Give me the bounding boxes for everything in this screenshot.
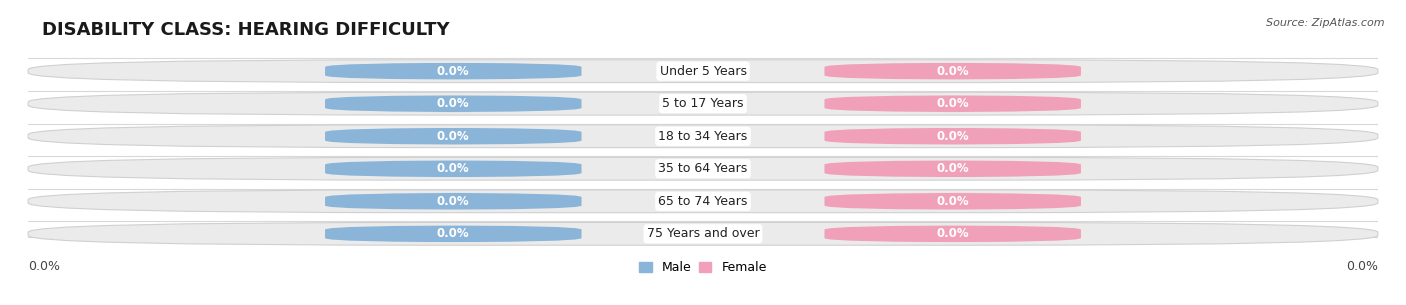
Legend: Male, Female: Male, Female (634, 256, 772, 279)
Text: 0.0%: 0.0% (437, 195, 470, 208)
Text: 0.0%: 0.0% (936, 162, 969, 175)
FancyBboxPatch shape (824, 128, 1081, 145)
Text: Under 5 Years: Under 5 Years (659, 65, 747, 78)
Text: 0.0%: 0.0% (437, 227, 470, 240)
FancyBboxPatch shape (28, 125, 1378, 148)
Text: 0.0%: 0.0% (437, 97, 470, 110)
FancyBboxPatch shape (28, 222, 1378, 245)
FancyBboxPatch shape (824, 225, 1081, 242)
Text: 0.0%: 0.0% (936, 195, 969, 208)
FancyBboxPatch shape (28, 92, 1378, 115)
Text: 65 to 74 Years: 65 to 74 Years (658, 195, 748, 208)
Text: 0.0%: 0.0% (28, 260, 60, 273)
Text: 0.0%: 0.0% (936, 227, 969, 240)
Text: 18 to 34 Years: 18 to 34 Years (658, 130, 748, 143)
FancyBboxPatch shape (325, 193, 582, 210)
Text: 0.0%: 0.0% (437, 130, 470, 143)
Text: 75 Years and over: 75 Years and over (647, 227, 759, 240)
Text: 35 to 64 Years: 35 to 64 Years (658, 162, 748, 175)
FancyBboxPatch shape (28, 60, 1378, 83)
Text: DISABILITY CLASS: HEARING DIFFICULTY: DISABILITY CLASS: HEARING DIFFICULTY (42, 21, 450, 39)
Text: Source: ZipAtlas.com: Source: ZipAtlas.com (1267, 18, 1385, 28)
FancyBboxPatch shape (325, 95, 582, 112)
Text: 0.0%: 0.0% (1346, 260, 1378, 273)
FancyBboxPatch shape (325, 160, 582, 177)
Text: 0.0%: 0.0% (437, 162, 470, 175)
FancyBboxPatch shape (28, 190, 1378, 213)
FancyBboxPatch shape (824, 160, 1081, 177)
FancyBboxPatch shape (325, 225, 582, 242)
FancyBboxPatch shape (325, 63, 582, 80)
Text: 0.0%: 0.0% (936, 65, 969, 78)
FancyBboxPatch shape (28, 157, 1378, 180)
Text: 0.0%: 0.0% (936, 97, 969, 110)
FancyBboxPatch shape (824, 63, 1081, 80)
Text: 5 to 17 Years: 5 to 17 Years (662, 97, 744, 110)
Text: 0.0%: 0.0% (936, 130, 969, 143)
FancyBboxPatch shape (325, 128, 582, 145)
FancyBboxPatch shape (824, 193, 1081, 210)
FancyBboxPatch shape (824, 95, 1081, 112)
Text: 0.0%: 0.0% (437, 65, 470, 78)
